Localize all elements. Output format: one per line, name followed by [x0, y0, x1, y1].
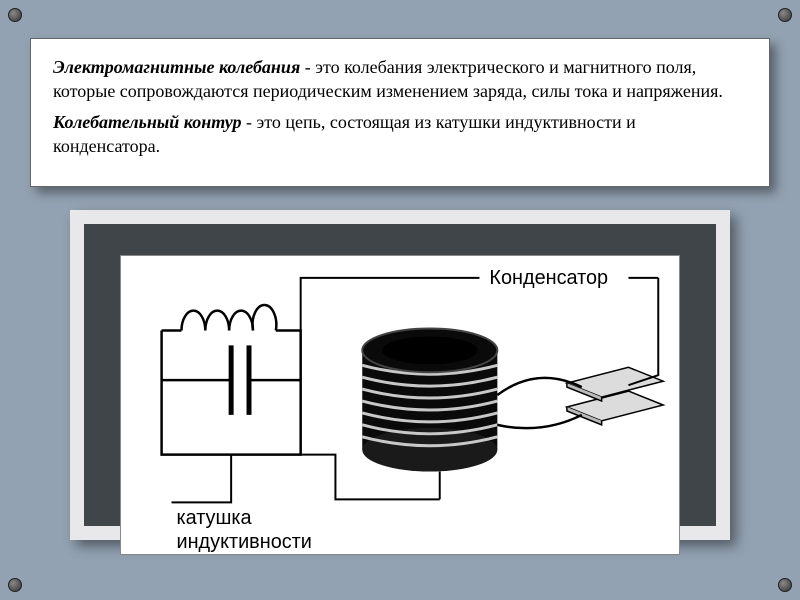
term-oscillatory-circuit: Колебательный контур — [53, 112, 242, 132]
label-coil-line1: катушка — [177, 507, 253, 529]
definition-2: Колебательный контур - это цепь, состоящ… — [53, 110, 747, 159]
rivet-bottom-right — [778, 578, 792, 592]
definition-1: Электромагнитные колебания - это колебан… — [53, 55, 747, 104]
rivet-bottom-left — [8, 578, 22, 592]
rivet-top-right — [778, 8, 792, 22]
rivet-top-left — [8, 8, 22, 22]
circuit-diagram: Конденсатор катушка индуктивности — [120, 255, 680, 555]
label-capacitor: Конденсатор — [489, 267, 608, 289]
inductor-3d — [362, 329, 497, 472]
term-electromagnetic-oscillations: Электромагнитные колебания — [53, 57, 300, 77]
lead-to-coil-label — [172, 455, 232, 503]
definitions-card: Электромагнитные колебания - это колебан… — [30, 38, 770, 187]
label-coil-line2: индуктивности — [177, 531, 312, 553]
schematic-inductor — [162, 305, 301, 455]
